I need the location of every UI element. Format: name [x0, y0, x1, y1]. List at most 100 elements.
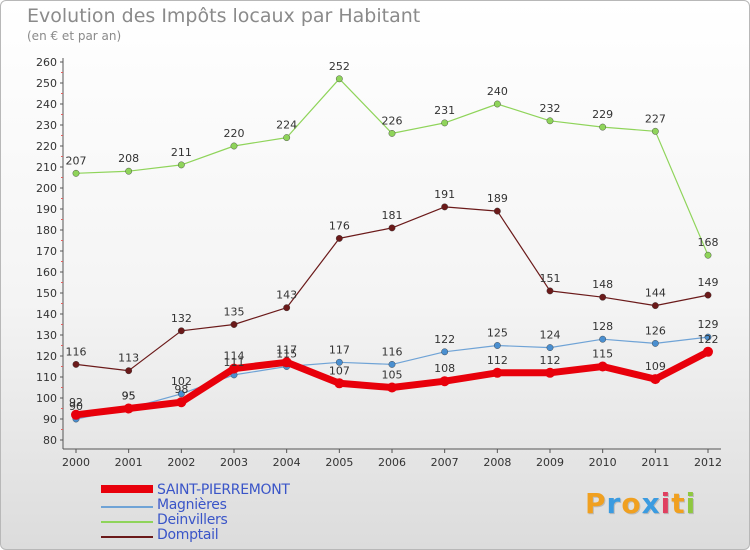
data-point-saint-pierremont: [229, 363, 239, 374]
data-label-domptail: 149: [698, 276, 719, 289]
x-tick-label: 2003: [220, 456, 248, 469]
y-tick-label: 130: [36, 329, 57, 342]
logo-letter: t: [671, 487, 686, 520]
data-label-domptail: 132: [171, 312, 192, 325]
legend-label-magnieres: Magnières: [157, 497, 227, 513]
data-point-magnieres: [651, 339, 659, 347]
x-tick-label: 2000: [62, 456, 90, 469]
y-tick-label: 170: [36, 245, 57, 258]
data-label-domptail: 191: [434, 188, 455, 201]
data-label-domptail: 176: [329, 219, 350, 232]
data-point-magnieres: [388, 360, 396, 368]
y-tick-label: 180: [36, 224, 57, 237]
data-point-domptail: [388, 224, 396, 232]
x-tick-label: 2006: [378, 456, 406, 469]
data-label-deinvillers: 227: [645, 112, 666, 125]
legend-swatch-magnieres: [101, 506, 153, 508]
data-point-domptail: [335, 234, 343, 242]
data-point-domptail: [177, 327, 185, 335]
data-point-deinvillers: [493, 100, 501, 108]
x-tick-label: 2012: [694, 456, 722, 469]
data-point-domptail: [441, 203, 449, 211]
y-tick-label: 230: [36, 119, 57, 132]
y-tick-label: 150: [36, 287, 57, 300]
data-label-magnieres: 95: [122, 390, 136, 403]
chart-legend: SAINT-PIERREMONT Magnières Deinvillers D…: [101, 482, 361, 545]
y-tick-label: 210: [36, 161, 57, 174]
y-tick-label: 260: [36, 56, 57, 69]
data-label-deinvillers: 168: [698, 236, 719, 249]
data-point-deinvillers: [125, 167, 133, 175]
logo-letter: P: [585, 487, 607, 520]
data-label-saint-pierremont: 112: [487, 354, 508, 367]
data-point-saint-pierremont: [439, 376, 450, 387]
data-point-domptail: [230, 321, 238, 328]
data-label-deinvillers: 240: [487, 85, 508, 98]
data-point-saint-pierremont: [71, 409, 81, 420]
data-label-saint-pierremont: 117: [276, 343, 297, 356]
data-point-deinvillers: [546, 117, 554, 125]
data-label-domptail: 151: [540, 272, 561, 285]
data-label-domptail: 143: [276, 289, 297, 302]
data-label-deinvillers: 224: [276, 119, 297, 132]
data-point-deinvillers: [177, 161, 185, 169]
data-point-domptail: [283, 304, 291, 312]
x-tick-label: 2001: [115, 456, 143, 469]
x-tick-label: 2004: [273, 456, 301, 469]
data-label-magnieres: 126: [645, 324, 666, 337]
proxiti-logo: Proxiti: [585, 487, 696, 520]
x-tick-label: 2010: [589, 456, 617, 469]
data-label-deinvillers: 220: [224, 127, 245, 140]
y-tick-label: 140: [36, 308, 57, 321]
y-tick-label: 90: [43, 413, 57, 426]
data-label-magnieres: 116: [382, 345, 403, 358]
data-point-magnieres: [704, 333, 712, 341]
legend-item-saint-pierremont: SAINT-PIERREMONT: [101, 482, 361, 500]
data-point-saint-pierremont: [334, 378, 345, 389]
data-label-saint-pierremont: 98: [174, 383, 188, 396]
data-point-domptail: [125, 367, 133, 375]
data-point-deinvillers: [599, 123, 607, 131]
y-tick-label: 100: [36, 392, 57, 405]
data-label-domptail: 181: [382, 209, 403, 222]
data-point-deinvillers: [388, 129, 396, 137]
data-point-domptail: [704, 291, 712, 299]
y-tick-label: 110: [36, 371, 57, 384]
data-label-saint-pierremont: 108: [434, 362, 455, 375]
data-label-saint-pierremont: 105: [382, 369, 403, 382]
data-point-domptail: [546, 287, 554, 295]
data-point-deinvillers: [651, 127, 659, 135]
data-label-magnieres: 117: [329, 343, 350, 356]
legend-swatch-deinvillers: [101, 521, 153, 523]
data-label-domptail: 189: [487, 192, 508, 205]
x-tick-label: 2008: [483, 456, 511, 469]
x-tick-label: 2002: [167, 456, 195, 469]
data-label-saint-pierremont: 95: [122, 390, 136, 403]
data-point-saint-pierremont: [387, 382, 397, 393]
legend-label-deinvillers: Deinvillers: [157, 512, 228, 528]
data-point-domptail: [651, 302, 659, 309]
data-label-magnieres: 90: [69, 400, 83, 413]
data-label-saint-pierremont: 114: [224, 350, 245, 363]
data-point-saint-pierremont: [176, 397, 187, 408]
data-point-deinvillers: [283, 134, 291, 142]
data-label-magnieres: 128: [592, 320, 613, 333]
data-point-magnieres: [177, 390, 185, 398]
data-label-magnieres: 111: [224, 356, 245, 369]
data-label-deinvillers: 211: [171, 146, 192, 159]
legend-item-domptail: Domptail: [101, 527, 361, 545]
data-label-saint-pierremont: 107: [329, 364, 350, 377]
data-point-magnieres: [493, 342, 501, 349]
x-tick-label: 2009: [536, 456, 564, 469]
logo-letter: r: [606, 487, 622, 520]
data-label-magnieres: 129: [698, 318, 719, 331]
data-label-domptail: 116: [66, 345, 87, 358]
legend-item-deinvillers: Deinvillers: [101, 512, 361, 530]
logo-letter: x: [641, 487, 661, 520]
y-tick-label: 240: [36, 98, 57, 111]
y-tick-label: 190: [36, 203, 57, 216]
data-label-magnieres: 125: [487, 327, 508, 340]
data-label-deinvillers: 252: [329, 60, 350, 73]
data-point-magnieres: [441, 348, 449, 356]
